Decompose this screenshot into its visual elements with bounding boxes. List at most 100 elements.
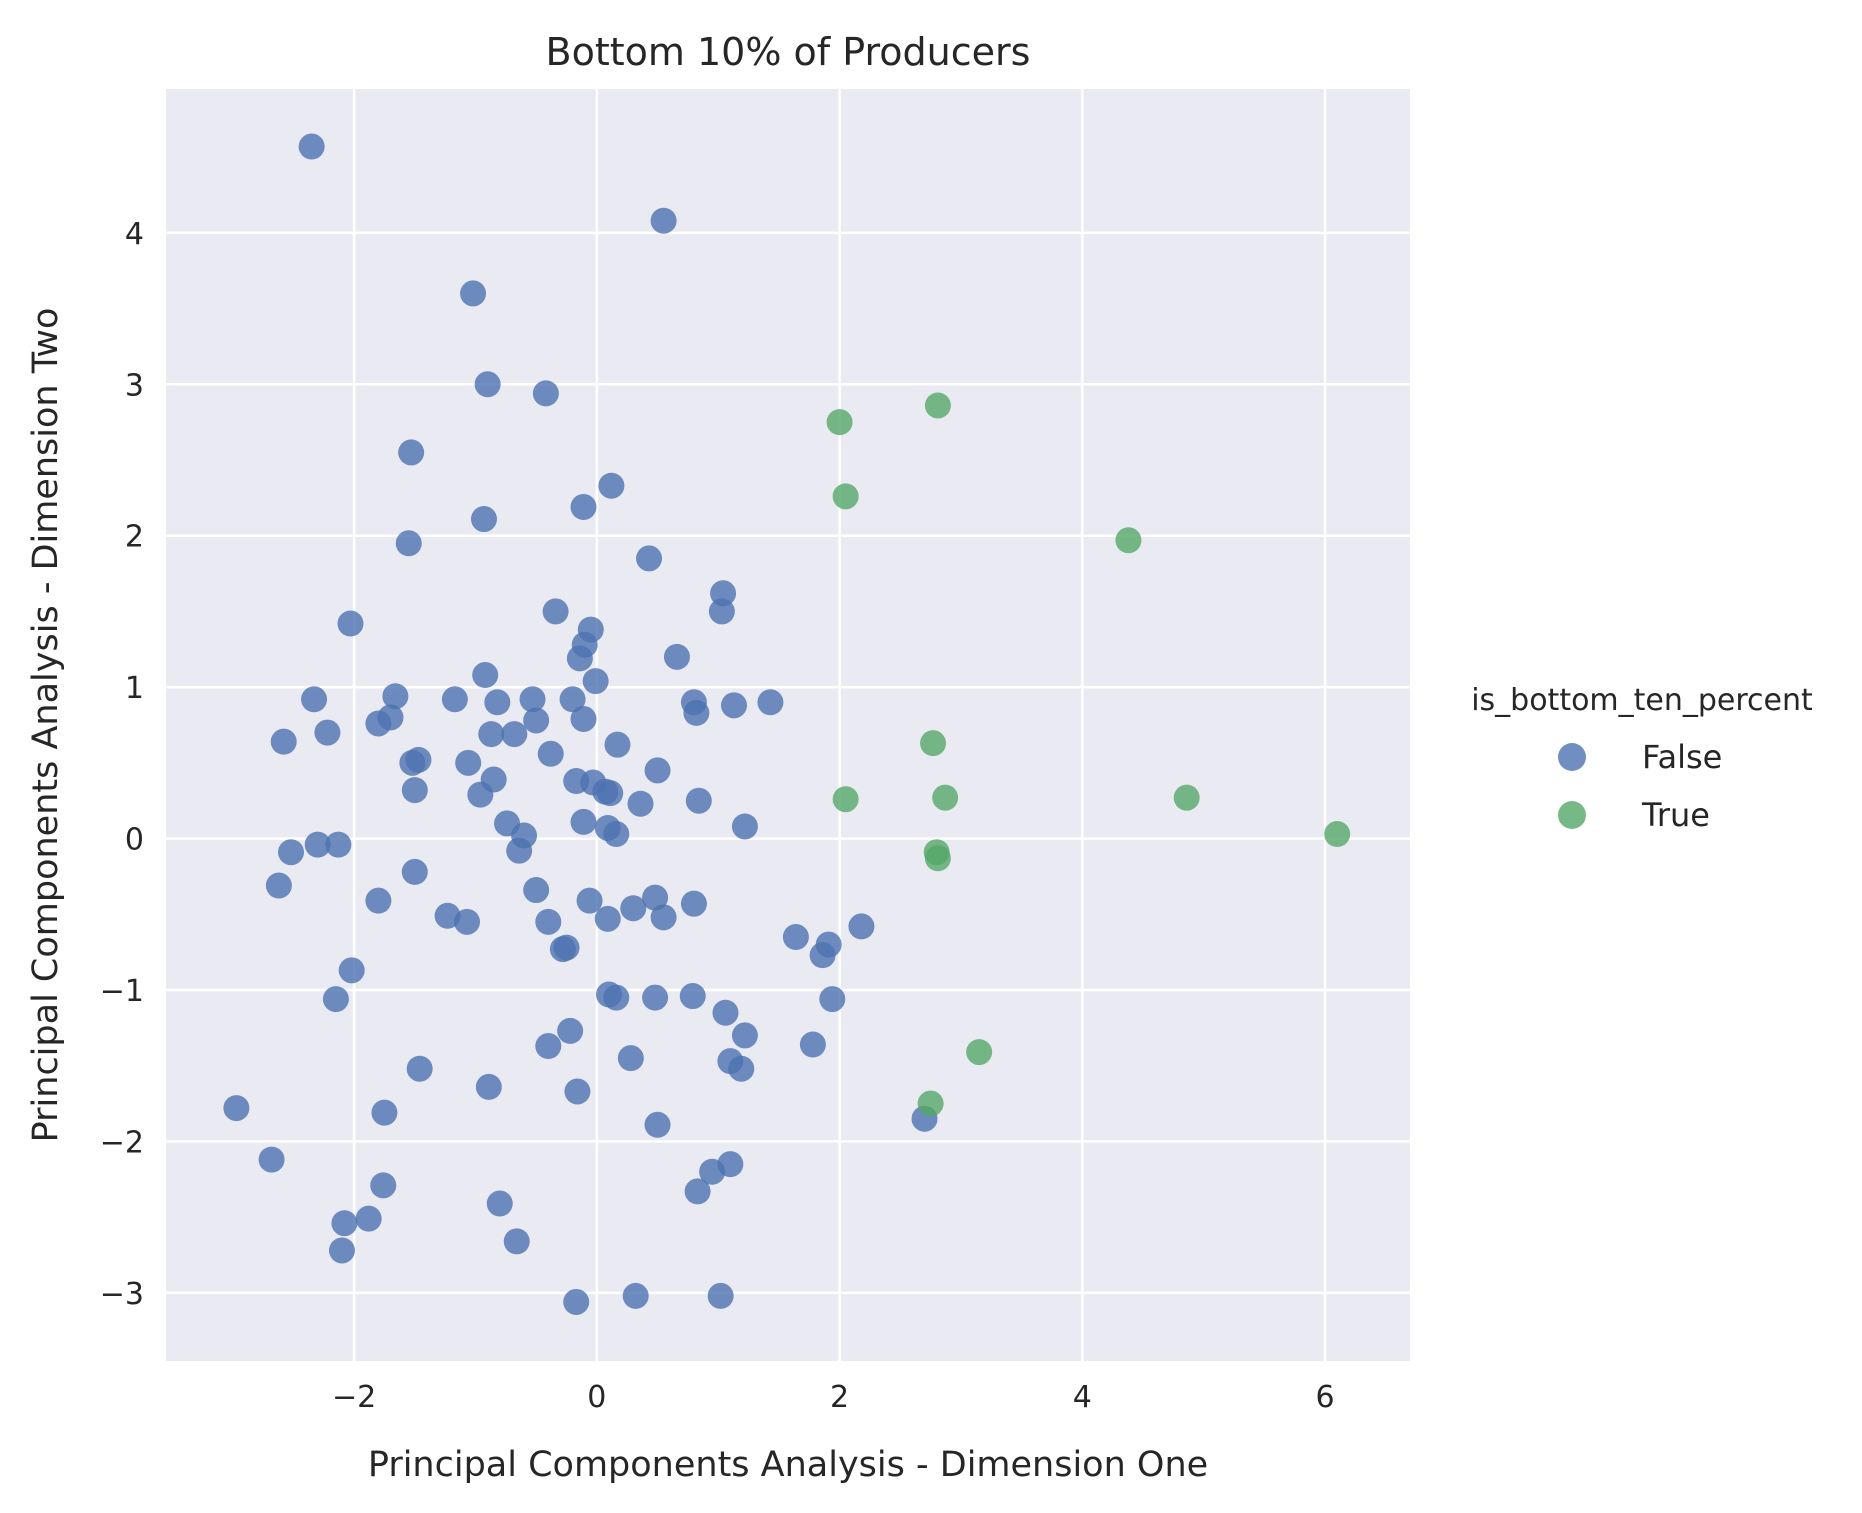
- scatter-point-false: [684, 1178, 711, 1205]
- scatter-point-false: [559, 686, 586, 713]
- scatter-point-true: [924, 392, 951, 419]
- scatter-point-false: [331, 1210, 358, 1237]
- y-axis-label: Principal Components Analysis - Dimensio…: [26, 308, 66, 1143]
- scatter-point-false: [708, 598, 735, 625]
- scatter-point-true: [832, 786, 859, 813]
- scatter-point-false: [355, 1205, 382, 1232]
- scatter-point-false: [535, 908, 562, 935]
- y-tick-label: −3: [100, 1277, 144, 1312]
- scatter-point-false: [467, 781, 494, 808]
- scatter-point-false: [278, 839, 305, 866]
- scatter-point-false: [782, 924, 809, 950]
- y-tick-label: 0: [125, 823, 144, 858]
- scatter-point-false: [484, 689, 511, 716]
- scatter-point-false: [570, 808, 597, 835]
- scatter-point-false: [523, 707, 550, 734]
- scatter-point-false: [636, 545, 663, 572]
- scatter-point-false: [728, 1055, 755, 1082]
- y-tick-label: 4: [125, 217, 144, 252]
- scatter-point-false: [594, 905, 621, 932]
- scatter-point-false: [598, 472, 625, 499]
- scatter-point-false: [365, 710, 392, 737]
- scatter-point-false: [474, 371, 501, 398]
- scatter-point-false: [301, 686, 328, 713]
- scatter-point-false: [503, 1228, 530, 1255]
- scatter-point-false: [406, 1055, 433, 1082]
- x-axis-label: Principal Components Analysis - Dimensio…: [368, 1445, 1208, 1485]
- scatter-point-false: [478, 721, 505, 748]
- legend-label-true: True: [1641, 796, 1710, 834]
- scatter-point-false: [399, 749, 426, 776]
- scatter-point-false: [642, 884, 669, 911]
- scatter-point-false: [365, 887, 392, 914]
- scatter-point-false: [304, 831, 331, 858]
- scatter-point-false: [472, 662, 499, 689]
- scatter-point-false: [401, 858, 428, 885]
- scatter-point-true: [932, 784, 959, 811]
- scatter-point-true: [826, 409, 853, 436]
- scatter-point-false: [622, 1282, 649, 1309]
- data-points: [223, 133, 1351, 1315]
- scatter-point-false: [848, 913, 875, 940]
- scatter-point-false: [337, 610, 364, 637]
- scatter-point-false: [475, 1073, 502, 1100]
- scatter-point-false: [679, 983, 706, 1010]
- scatter-point-false: [642, 984, 669, 1011]
- scatter-point-false: [563, 1288, 590, 1315]
- scatter-point-true: [1324, 821, 1351, 848]
- scatter-point-false: [532, 380, 559, 407]
- scatter-point-false: [535, 1033, 562, 1060]
- scatter-point-false: [398, 439, 425, 466]
- x-tick-label: 0: [587, 1380, 606, 1415]
- y-tick-label: −2: [100, 1125, 144, 1160]
- scatter-point-false: [395, 530, 422, 557]
- scatter-point-false: [338, 957, 365, 984]
- scatter-point-false: [809, 942, 836, 969]
- scatter-point-false: [570, 705, 597, 732]
- legend-marker-true: [1558, 801, 1586, 829]
- x-tick-label: −2: [332, 1380, 376, 1415]
- scatter-point-false: [322, 986, 349, 1013]
- scatter-point-false: [501, 721, 528, 748]
- scatter-point-false: [328, 1237, 355, 1264]
- y-tick-label: −1: [100, 974, 144, 1009]
- scatter-point-false: [617, 1045, 644, 1072]
- scatter-point-false: [650, 904, 677, 931]
- x-tick-label: 2: [830, 1380, 849, 1415]
- scatter-point-false: [223, 1095, 250, 1122]
- scatter-point-false: [537, 740, 564, 767]
- scatter-point-false: [265, 872, 292, 899]
- scatter-point-false: [731, 813, 758, 840]
- scatter-point-false: [683, 699, 710, 726]
- scatter-point-false: [597, 780, 624, 807]
- scatter-point-false: [570, 493, 597, 520]
- scatter-point-false: [455, 749, 482, 776]
- scatter-point-false: [799, 1031, 826, 1058]
- scatter-point-false: [325, 831, 352, 858]
- y-tick-label: 1: [125, 671, 144, 706]
- plot-background: [166, 89, 1410, 1361]
- legend-label-false: False: [1642, 738, 1722, 776]
- legend-title: is_bottom_ten_percent: [1471, 683, 1813, 718]
- scatter-point-false: [557, 1017, 584, 1044]
- scatter-point-false: [553, 934, 580, 961]
- scatter-point-true: [1115, 527, 1142, 554]
- scatter-point-false: [717, 1151, 744, 1178]
- scatter-point-false: [644, 1111, 671, 1138]
- scatter-point-false: [298, 133, 325, 160]
- scatter-point-false: [757, 689, 784, 716]
- scatter-point-false: [620, 895, 647, 922]
- scatter-point-true: [920, 730, 947, 757]
- scatter-point-true: [917, 1090, 944, 1117]
- chart-title: Bottom 10% of Producers: [546, 30, 1031, 74]
- scatter-point-false: [470, 506, 497, 533]
- scatter-point-false: [680, 890, 707, 917]
- scatter-point-true: [966, 1039, 993, 1066]
- scatter-point-false: [603, 984, 630, 1011]
- y-tick-label: 2: [125, 520, 144, 555]
- scatter-point-false: [441, 686, 468, 713]
- scatter-point-false: [542, 598, 569, 625]
- scatter-point-false: [627, 790, 654, 817]
- y-tick-labels: −3 −2 −1 0 1 2 3 4: [100, 217, 144, 1312]
